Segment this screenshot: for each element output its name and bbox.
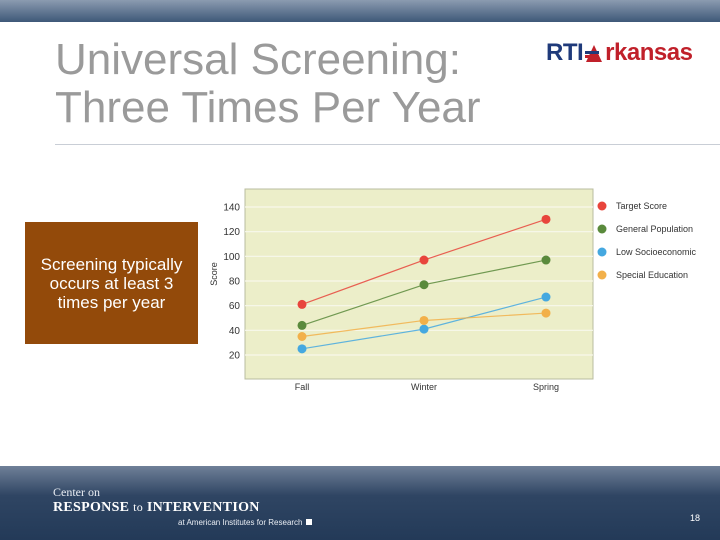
y-tick-label: 40	[229, 326, 241, 337]
x-tick-label: Spring	[533, 382, 559, 392]
footer-air: at American Institutes for Research	[178, 518, 312, 527]
screening-chart: 20 40 60 80 100 120 140 Fall Winter Spring Score Ta…	[205, 185, 710, 400]
data-point	[297, 332, 307, 341]
data-point	[541, 255, 551, 265]
y-tick-label: 140	[223, 203, 240, 214]
data-point	[419, 255, 429, 265]
legend-label: Special Education	[616, 270, 688, 280]
legend-marker	[597, 201, 607, 211]
legend-marker	[597, 270, 607, 280]
footer-to: to	[133, 500, 144, 514]
rti-arkansas-logo: RTI rkansas	[546, 38, 693, 68]
legend-label: Target Score	[616, 201, 667, 211]
data-point	[419, 315, 429, 325]
callout-text: Screening typically occurs at least 3 ti…	[40, 254, 183, 312]
title-divider	[55, 144, 720, 145]
x-tick-label: Fall	[295, 382, 310, 392]
y-axis-label: Score	[209, 262, 219, 286]
data-point	[541, 214, 551, 224]
chart-svg: 20 40 60 80 100 120 140 Fall Winter Spring Score Ta…	[209, 188, 697, 392]
y-tick-label: 120	[223, 227, 240, 238]
data-point	[541, 292, 551, 302]
data-point	[419, 280, 429, 290]
plot-area	[244, 188, 594, 380]
data-point	[297, 299, 307, 309]
data-point	[419, 324, 429, 334]
y-tick-label: 60	[229, 301, 241, 312]
data-point	[541, 308, 551, 318]
footer-air-text: at American Institutes for Research	[178, 518, 303, 527]
air-square-icon	[305, 519, 312, 525]
legend-marker	[597, 224, 607, 234]
footer-response: RESPONSE	[53, 500, 130, 515]
footer-intervention: INTERVENTION	[146, 500, 260, 515]
y-tick-label: 20	[229, 351, 241, 362]
x-tick-label: Winter	[411, 382, 437, 392]
legend-label: Low Socioeconomic	[616, 247, 697, 257]
logo-rti-text: RTI	[546, 39, 584, 66]
data-point	[297, 344, 307, 354]
slide-title: Universal Screening: Three Times Per Yea…	[55, 35, 481, 132]
page-number: 18	[690, 513, 701, 523]
screening-callout: Screening typically occurs at least 3 ti…	[25, 222, 198, 344]
top-bar	[0, 0, 720, 22]
footer: Center on RESPONSE to INTERVENTION at Am…	[0, 466, 720, 540]
arkansas-a-icon	[585, 45, 603, 62]
legend-marker	[597, 247, 607, 257]
footer-center-on: Center on	[53, 485, 100, 499]
footer-rti-name: RESPONSE to INTERVENTION	[53, 500, 260, 516]
logo-arkansas-text: rkansas	[605, 39, 693, 66]
y-tick-label: 100	[223, 252, 240, 263]
legend-label: General Population	[616, 224, 693, 234]
data-point	[297, 320, 307, 330]
y-tick-label: 80	[229, 277, 241, 288]
